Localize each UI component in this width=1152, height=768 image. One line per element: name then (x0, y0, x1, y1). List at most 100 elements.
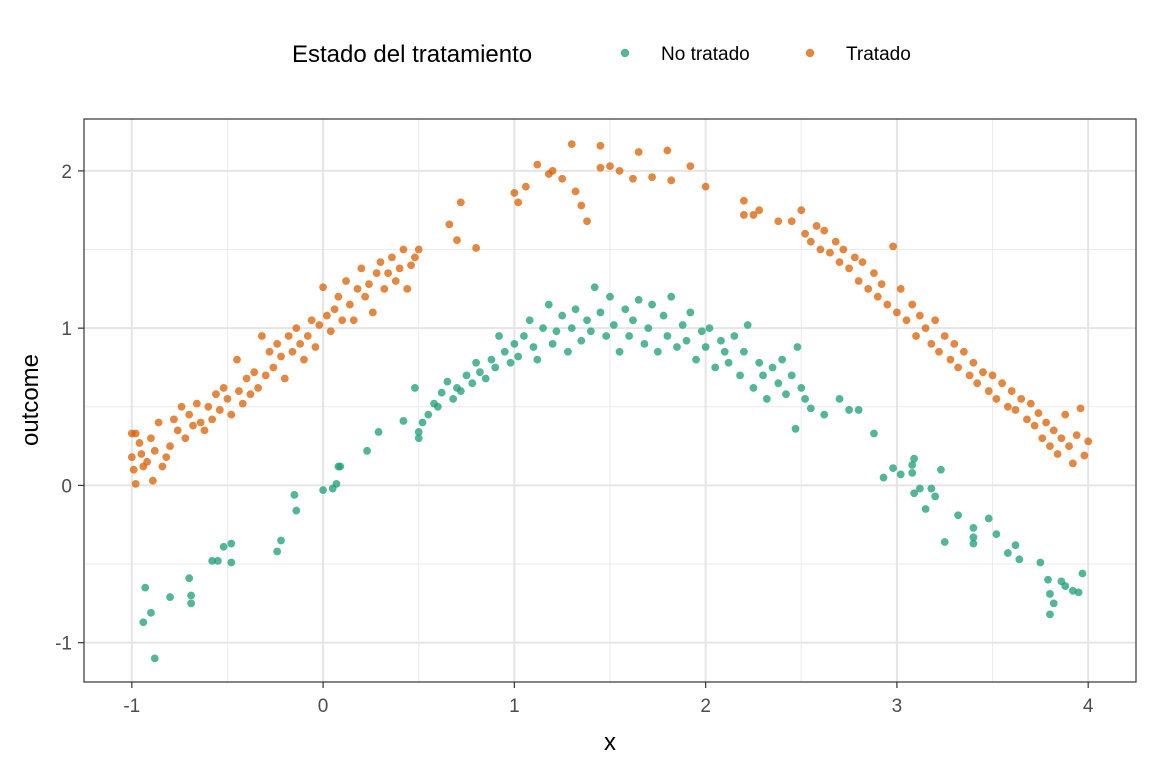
point-no-tratado (908, 461, 917, 469)
point-no-tratado (787, 371, 796, 380)
point-tratado (940, 332, 949, 340)
point-tratado (196, 418, 205, 427)
x-axis: -1 0 1 2 3 4 (123, 682, 1094, 717)
point-no-tratado (491, 363, 500, 372)
point-no-tratado (150, 654, 159, 663)
point-no-tratado (481, 374, 490, 383)
point-tratado (380, 284, 389, 293)
point-tratado (596, 163, 605, 172)
point-tratado (806, 237, 815, 246)
point-no-tratado (514, 352, 523, 361)
point-no-tratado (609, 321, 618, 329)
point-tratado (629, 174, 637, 183)
point-no-tratado (768, 363, 777, 372)
point-no-tratado (778, 355, 787, 364)
point-no-tratado (1046, 610, 1054, 619)
point-tratado (969, 358, 978, 367)
x-tick-label: 1 (509, 696, 520, 717)
point-no-tratado (673, 343, 681, 351)
point-tratado (349, 316, 358, 325)
legend-title: Estado del tratamiento (292, 41, 532, 68)
point-no-tratado (577, 336, 586, 345)
point-tratado (147, 434, 155, 443)
point-tratado (548, 166, 557, 175)
point-tratado (686, 162, 695, 171)
point-no-tratado (806, 404, 815, 413)
point-no-tratado (692, 355, 700, 364)
point-tratado (973, 379, 982, 388)
point-no-tratado (625, 332, 634, 340)
point-no-tratado (418, 418, 427, 427)
point-tratado (137, 450, 146, 458)
point-no-tratado (1061, 582, 1070, 590)
point-no-tratado (969, 533, 978, 542)
point-no-tratado (634, 295, 643, 304)
point-tratado (755, 206, 764, 215)
point-tratado (150, 446, 159, 455)
point-no-tratado (292, 506, 301, 515)
point-tratado (596, 141, 605, 150)
point-tratado (365, 280, 373, 289)
point-tratado (215, 406, 224, 414)
point-tratado (648, 173, 656, 182)
point-tratado (158, 462, 167, 471)
point-no-tratado (797, 384, 806, 392)
point-tratado (915, 311, 924, 320)
point-no-tratado (686, 308, 695, 317)
point-no-tratado (319, 486, 327, 495)
point-tratado (571, 187, 580, 196)
y-tick-label: -1 (55, 634, 72, 655)
point-tratado (265, 347, 274, 356)
point-tratado (826, 248, 834, 257)
point-tratado (456, 198, 465, 207)
point-tratado (533, 160, 542, 169)
x-tick-label: 3 (892, 696, 903, 717)
point-tratado (1003, 402, 1012, 411)
point-no-tratado (414, 434, 423, 443)
point-tratado (368, 308, 377, 317)
point-no-tratado (629, 316, 637, 325)
point-no-tratado (602, 332, 611, 340)
point-no-tratado (187, 599, 196, 608)
point-tratado (663, 146, 672, 155)
point-tratado (361, 292, 370, 301)
data-points (127, 140, 1093, 663)
point-tratado (1053, 450, 1062, 458)
point-no-tratado (487, 355, 496, 364)
point-tratado (127, 453, 136, 462)
point-no-tratado (1074, 588, 1083, 597)
point-no-tratado (984, 514, 993, 523)
point-no-tratado (1011, 541, 1020, 550)
point-no-tratado (879, 473, 888, 482)
legend-marker-no-tratado (620, 48, 630, 58)
point-no-tratado (992, 530, 1001, 539)
point-no-tratado (533, 355, 542, 364)
point-tratado (701, 182, 710, 191)
point-tratado (883, 300, 892, 309)
point-no-tratado (659, 311, 668, 320)
point-tratado (1068, 459, 1077, 468)
point-tratado (1057, 434, 1066, 443)
point-tratado (135, 439, 144, 447)
point-no-tratado (711, 363, 720, 372)
point-tratado (988, 371, 997, 380)
point-tratado (200, 426, 209, 435)
point-no-tratado (336, 462, 345, 471)
point-tratado (787, 217, 796, 226)
point-tratado (965, 371, 974, 380)
point-tratado (307, 316, 316, 325)
point-tratado (667, 176, 676, 185)
point-tratado (873, 292, 882, 301)
point-tratado (189, 421, 197, 430)
point-no-tratado (915, 484, 924, 493)
point-tratado (181, 434, 190, 443)
point-no-tratado (290, 490, 299, 499)
point-tratado (1065, 442, 1073, 451)
point-tratado (233, 355, 241, 364)
point-tratado (177, 402, 186, 411)
point-tratado (858, 258, 867, 267)
point-no-tratado (277, 536, 285, 545)
point-tratado (453, 236, 461, 244)
point-no-tratado (456, 387, 465, 395)
point-tratado (154, 418, 163, 427)
